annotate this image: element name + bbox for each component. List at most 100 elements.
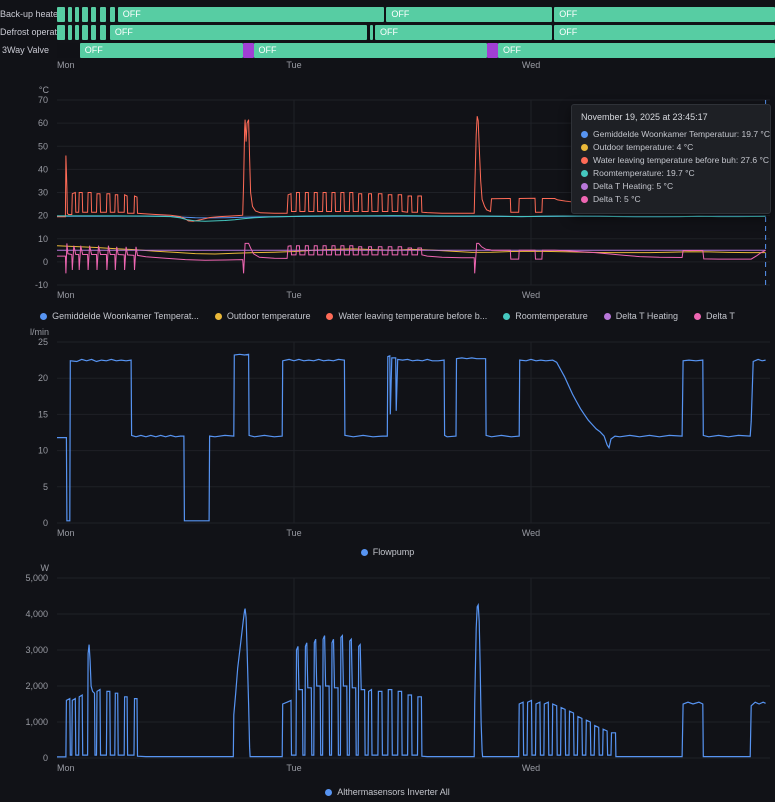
svg-text:°C: °C [39, 85, 50, 95]
timeline-segment-off[interactable] [91, 25, 97, 40]
tooltip-row: Delta T Heating: 5 °C [581, 180, 761, 193]
svg-text:-10: -10 [35, 280, 48, 290]
timeline-segment-on[interactable] [367, 25, 370, 40]
timeline-segment-on[interactable] [64, 7, 69, 22]
tooltip-series-value: Roomtemperature: 19.7 °C [593, 168, 695, 178]
power-chart[interactable]: 0 1,000 2,000 3,000 4,000 5,000 Mon Tue Wed W [0, 562, 775, 782]
svg-text:Wed: Wed [522, 528, 540, 538]
timeline-segment-off[interactable]: OFF [386, 7, 552, 22]
legend-series-label: Althermasensors Inverter All [337, 787, 450, 797]
legend-item[interactable]: Althermasensors Inverter All [325, 787, 450, 797]
timeline-segment-off[interactable] [68, 7, 72, 22]
timeline-segment-off[interactable]: OFF [554, 25, 775, 40]
legend-item[interactable]: Roomtemperature [503, 311, 588, 321]
tooltip-series-dot [581, 170, 588, 177]
svg-text:4,000: 4,000 [25, 609, 48, 619]
timeline-state-label: OFF [391, 9, 410, 19]
svg-text:Wed: Wed [522, 763, 540, 773]
legend-series-dot [326, 312, 334, 320]
svg-text:Mon: Mon [57, 528, 75, 538]
svg-text:70: 70 [38, 95, 48, 105]
svg-text:0: 0 [43, 518, 48, 528]
timeline-segment-on[interactable] [106, 25, 110, 40]
timeline-state-label: OFF [559, 9, 578, 19]
timeline-segment-off[interactable] [99, 25, 107, 40]
timeline-segment-on[interactable] [87, 25, 92, 40]
timeline-row: Back-up heater OFF OFF OFF [0, 7, 775, 22]
timeline-segment-on[interactable] [114, 7, 118, 22]
timeline-segment-valve[interactable] [243, 43, 254, 58]
tooltip-series-value: Delta T: 5 °C [593, 194, 641, 204]
timeline-row: 3Way Valve OFF OFF OFF [0, 43, 775, 58]
flow-chart[interactable]: 0 5 10 15 20 25 Mon Tue Wed l/min [0, 326, 775, 542]
timeline-segment-off[interactable] [82, 25, 88, 40]
temperature-panel: -10 0 10 20 30 40 50 60 70 Mon Tue Wed °C Gemiddelde… [0, 78, 775, 326]
timeline-row-label: Defrost operation [0, 27, 70, 37]
timeline-state-label: OFF [380, 27, 398, 37]
timeline-segment-on[interactable] [71, 25, 76, 40]
timeline-segment-off[interactable] [82, 7, 88, 22]
timeline-segment-on[interactable] [372, 25, 375, 40]
timeline-segment-off[interactable] [75, 7, 79, 22]
timeline-segment-on[interactable] [57, 43, 80, 58]
timeline-axis-label: Wed [521, 60, 541, 70]
svg-text:W: W [41, 563, 50, 573]
legend-series-label: Delta T [705, 311, 735, 321]
timeline-segment-off[interactable] [57, 25, 65, 40]
legend-item[interactable]: Outdoor temperature [214, 311, 310, 321]
timeline-segment-off[interactable] [369, 25, 373, 40]
timeline-segment-on[interactable] [96, 7, 100, 22]
state-timeline-panel: Back-up heater OFF OFF OFF Defrost operation… [0, 0, 775, 78]
legend-item[interactable]: Water leaving temperature before b... [326, 311, 487, 321]
timeline-segment-on[interactable] [71, 7, 76, 22]
timeline-segment-off[interactable] [109, 7, 115, 22]
timeline-segment-on[interactable] [78, 25, 83, 40]
svg-text:60: 60 [38, 118, 48, 128]
svg-text:3,000: 3,000 [25, 645, 48, 655]
tooltip-series-dot [581, 144, 588, 151]
legend-item[interactable]: Delta T [693, 311, 735, 321]
timeline-segment-off[interactable]: OFF [497, 43, 775, 58]
legend-series-dot [325, 788, 333, 796]
timeline-segment-off[interactable]: OFF [375, 25, 552, 40]
timeline-segment-off[interactable] [75, 25, 79, 40]
svg-text:2,000: 2,000 [25, 681, 48, 691]
timeline-segment-off[interactable]: OFF [109, 25, 368, 40]
svg-text:10: 10 [38, 446, 48, 456]
svg-text:10: 10 [38, 234, 48, 244]
timeline-segment-on[interactable] [78, 7, 83, 22]
svg-text:Mon: Mon [57, 290, 75, 300]
timeline-segment-off[interactable]: OFF [253, 43, 488, 58]
timeline-segment-valve[interactable] [487, 43, 498, 58]
power-legend: Althermasensors Inverter All [0, 782, 775, 802]
legend-item[interactable]: Gemiddelde Woonkamer Temperat... [40, 311, 199, 321]
timeline-segment-on[interactable] [551, 7, 555, 22]
flow-legend: Flowpump [0, 542, 775, 562]
svg-text:0: 0 [43, 753, 48, 763]
timeline-segment-off[interactable]: OFF [554, 7, 775, 22]
timeline-segment-on[interactable] [87, 7, 92, 22]
timeline-segment-off[interactable]: OFF [79, 43, 244, 58]
timeline-segment-on[interactable] [106, 7, 110, 22]
legend-item[interactable]: Delta T Heating [603, 311, 678, 321]
timeline-segment-off[interactable] [91, 7, 97, 22]
timeline-segment-off[interactable] [99, 7, 107, 22]
timeline-segment-on[interactable] [64, 25, 69, 40]
tooltip-series-value: Delta T Heating: 5 °C [593, 181, 674, 191]
timeline-axis-label: Mon [57, 60, 75, 70]
temperature-legend: Gemiddelde Woonkamer Temperat... Outdoor … [0, 306, 775, 326]
legend-series-dot [214, 312, 222, 320]
timeline-segment-on[interactable] [383, 7, 387, 22]
legend-item[interactable]: Flowpump [360, 547, 414, 557]
timeline-segment-on[interactable] [96, 25, 100, 40]
timeline-segment-off[interactable] [68, 25, 72, 40]
timeline-axis-label: Tue [286, 60, 302, 70]
timeline-segment-off[interactable] [57, 7, 65, 22]
svg-text:20: 20 [38, 373, 48, 383]
timeline-segment-off[interactable]: OFF [117, 7, 384, 22]
tooltip-series-value: Water leaving temperature before buh: 27… [593, 155, 770, 165]
timeline-segment-on[interactable] [551, 25, 555, 40]
flow-panel: 0 5 10 15 20 25 Mon Tue Wed l/min Flowpump [0, 326, 775, 562]
svg-text:25: 25 [38, 337, 48, 347]
svg-text:Wed: Wed [522, 290, 540, 300]
